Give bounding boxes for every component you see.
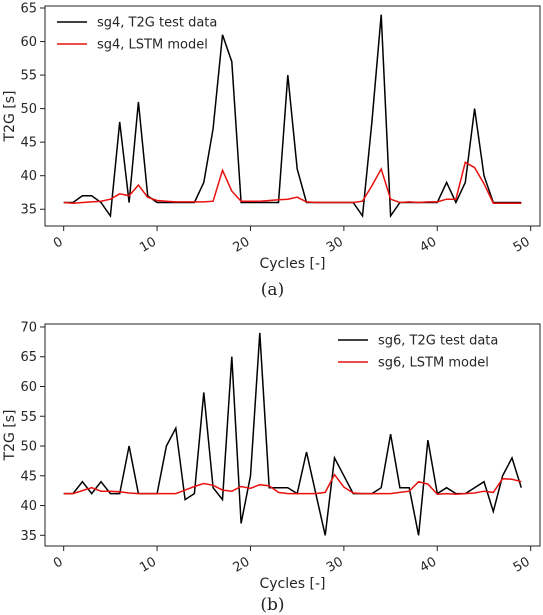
legend-label: sg6, T2G test data [378, 334, 498, 349]
legend-label: sg4, LSTM model [97, 38, 208, 53]
figure-caption: (b) [260, 595, 284, 615]
figure-caption: (a) [261, 280, 284, 300]
series-line-sg4-t2g-test-data [63, 14, 522, 219]
legend-label: sg4, T2G test data [97, 16, 217, 31]
y-tick-label: 65 [20, 2, 37, 17]
y-axis-label: T2G [s] [2, 91, 18, 143]
y-tick-label: 55 [20, 69, 37, 84]
y-tick-label: 60 [20, 35, 37, 50]
x-tick-label: 50 [511, 554, 533, 575]
x-tick-label: 30 [324, 234, 346, 255]
legend: sg6, T2G test data sg6, LSTM model [338, 334, 498, 371]
y-tick-label: 60 [20, 380, 37, 395]
x-tick-label: 10 [137, 554, 159, 575]
y-axis-label: T2G [s] [2, 410, 18, 462]
y-tick-label: 40 [20, 499, 37, 514]
y-tick-label: 45 [20, 469, 37, 484]
chart-panel-b: 35 40 45 50 55 60 65 70 0 10 20 30 40 50 Cycles [-] T2G… [2, 320, 541, 615]
plot-frame [44, 5, 541, 227]
y-tick-label: 40 [20, 169, 37, 184]
legend-label: sg6, LSTM model [378, 356, 489, 371]
chart-panel-a: 35 40 45 50 55 60 65 0 10 20 30 40 50 Cycles [-] T2G [… [2, 2, 541, 300]
y-tick-label: 65 [20, 350, 37, 365]
x-axis-label: Cycles [-] [260, 256, 326, 272]
x-tick-label: 50 [511, 234, 533, 255]
legend: sg4, T2G test data sg4, LSTM model [57, 16, 217, 53]
series-line-sg6-lstm-model [63, 473, 522, 495]
x-tick-label: 0 [51, 234, 66, 251]
series-line-sg4-lstm-model [63, 161, 522, 204]
x-tick-label: 20 [231, 554, 253, 575]
x-tick-label: 20 [231, 234, 253, 255]
x-tick-label: 40 [417, 554, 439, 575]
x-tick-label: 10 [137, 234, 159, 255]
y-tick-label: 55 [20, 410, 37, 425]
x-axis-label: Cycles [-] [260, 576, 326, 592]
x-tick-label: 30 [324, 554, 346, 575]
y-tick-label: 45 [20, 136, 37, 151]
x-tick-label: 0 [51, 554, 66, 571]
y-tick-label: 50 [20, 102, 37, 117]
x-tick-label: 40 [417, 234, 439, 255]
y-tick-label: 70 [20, 320, 37, 335]
y-tick-label: 35 [20, 529, 37, 544]
plot-frame [44, 323, 541, 547]
y-tick-label: 35 [20, 203, 37, 218]
y-tick-label: 50 [20, 440, 37, 455]
